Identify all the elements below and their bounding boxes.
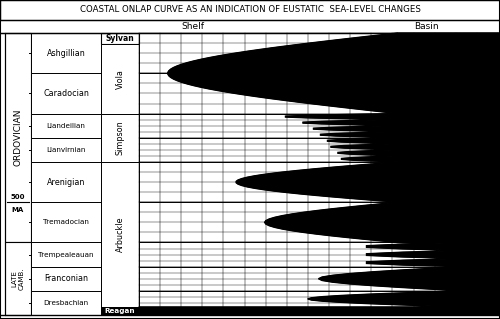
- Bar: [101, 307, 139, 315]
- Bar: [31, 138, 101, 162]
- Bar: [31, 114, 101, 138]
- Polygon shape: [139, 33, 500, 315]
- Bar: [101, 114, 139, 162]
- Bar: [31, 73, 101, 114]
- Text: Arenigian: Arenigian: [47, 178, 85, 187]
- Bar: [5, 242, 31, 315]
- Bar: [0, 0, 500, 20]
- Text: Reagan: Reagan: [104, 308, 136, 314]
- Text: Sylvan: Sylvan: [106, 34, 134, 43]
- Text: Basin: Basin: [414, 22, 438, 31]
- Text: Viola: Viola: [116, 69, 124, 89]
- Text: ORDOVICIAN: ORDOVICIAN: [14, 109, 22, 167]
- Text: Arbuckle: Arbuckle: [116, 217, 124, 252]
- Text: LATE
CAMB.: LATE CAMB.: [12, 268, 24, 290]
- Bar: [31, 33, 101, 73]
- Text: Tremadocian: Tremadocian: [43, 219, 89, 225]
- Bar: [31, 162, 101, 202]
- Bar: [5, 33, 31, 242]
- Bar: [31, 202, 101, 242]
- Text: Llanvirnian: Llanvirnian: [46, 147, 86, 153]
- Text: COASTAL ONLAP CURVE AS AN INDICATION OF EUSTATIC  SEA-LEVEL CHANGES: COASTAL ONLAP CURVE AS AN INDICATION OF …: [80, 5, 420, 14]
- Text: Simpson: Simpson: [116, 121, 124, 155]
- Text: Llandeilian: Llandeilian: [46, 123, 86, 129]
- Bar: [31, 267, 101, 291]
- Text: Ashgillian: Ashgillian: [46, 48, 86, 58]
- Bar: [31, 291, 101, 315]
- Bar: [101, 162, 139, 307]
- Text: Shelf: Shelf: [182, 22, 204, 31]
- Text: Trempealeauan: Trempealeauan: [38, 252, 94, 257]
- Text: 500: 500: [11, 194, 25, 200]
- Text: MA: MA: [12, 207, 24, 213]
- Text: Dresbachian: Dresbachian: [44, 300, 88, 306]
- Bar: [31, 242, 101, 267]
- Bar: [101, 33, 139, 44]
- Bar: [101, 44, 139, 114]
- Text: Caradocian: Caradocian: [43, 89, 89, 98]
- Text: Franconian: Franconian: [44, 274, 88, 283]
